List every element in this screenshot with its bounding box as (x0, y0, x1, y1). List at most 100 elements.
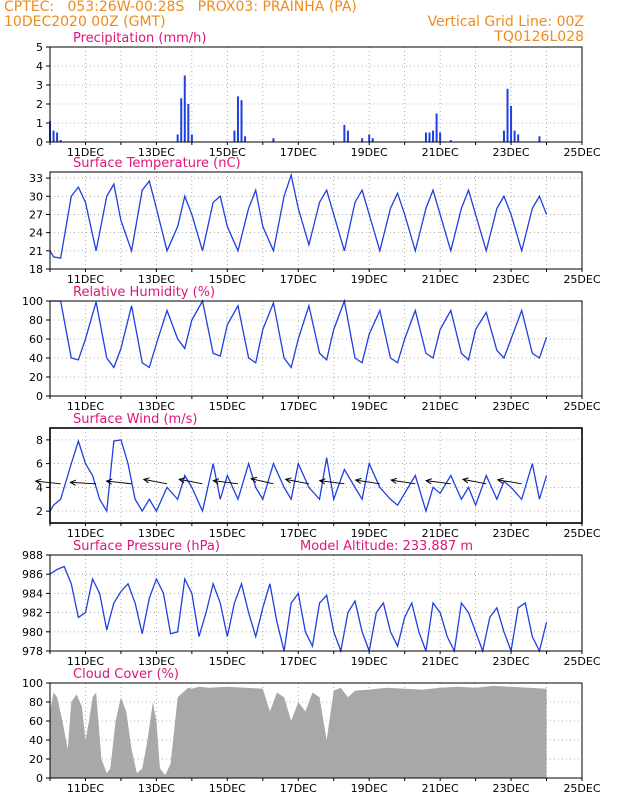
pressure-panel (46, 554, 583, 654)
precip-y-tick-label: 0 (36, 136, 43, 149)
precip-x-tick-label: 19DEC (351, 146, 388, 159)
wind-x-tick-label: 19DEC (351, 527, 388, 540)
wind-arrow (461, 477, 487, 485)
precip-bar (432, 130, 435, 142)
wind-x-tick-label: 13DEC (138, 527, 175, 540)
rh-y-tick-label: 100 (22, 295, 43, 308)
vertical-grid-note: Vertical Grid Line: 00Z (427, 14, 584, 30)
station-header: CPTEC: 053:26W-00:28S PROX03: PRAINHA (P… (4, 0, 357, 15)
cloud-cover-area (50, 685, 547, 778)
precip-bar (510, 105, 513, 142)
precip-bar (272, 138, 275, 142)
cloud-frame (49, 682, 583, 779)
cloud-y-tick-label: 100 (22, 677, 43, 690)
rh-y-tick-label: 20 (29, 371, 43, 384)
cloud-x-tick-label: 25DEC (563, 782, 600, 795)
wind-arrow (318, 478, 345, 485)
rh-frame (49, 300, 583, 397)
rh-y-tick-label: 0 (36, 390, 43, 403)
precip-bar (424, 132, 427, 142)
precip-bar (502, 130, 505, 142)
wind-x-tick-label: 15DEC (209, 527, 246, 540)
precip-bar (56, 132, 59, 142)
rh-x-tick-label: 17DEC (280, 400, 317, 413)
cloud-x-tick-label: 19DEC (351, 782, 388, 795)
cloud-y-tick-label: 20 (29, 753, 43, 766)
cloud-y-tick-label: 80 (29, 696, 43, 709)
wind-x-tick-label: 17DEC (280, 527, 317, 540)
wind-arrow (69, 479, 97, 486)
precip-y-tick-label: 4 (36, 60, 43, 73)
pressure-x-tick-label: 11DEC (67, 655, 104, 668)
cloud-x-tick-label: 13DEC (138, 782, 175, 795)
temp-x-tick-label: 23DEC (493, 273, 530, 286)
model-id: TQ0126L028 (494, 29, 584, 45)
precip-y-tick-label: 3 (36, 79, 43, 92)
temp-x-tick-label: 17DEC (280, 273, 317, 286)
rh-title: Relative Humidity (%) (73, 285, 215, 300)
precip-bar (187, 104, 190, 142)
pressure-y-tick-label: 980 (22, 626, 43, 639)
rh-x-tick-label: 13DEC (138, 400, 175, 413)
wind-arrow (424, 478, 451, 485)
rh-y-tick-label: 80 (29, 314, 43, 327)
rh-x-tick-label: 25DEC (563, 400, 600, 413)
temp-panel (46, 171, 583, 272)
precip-bar (183, 75, 186, 142)
wind-x-tick-label: 11DEC (67, 527, 104, 540)
pressure-title: Surface Pressure (hPa) (73, 539, 220, 554)
temp-y-tick-label: 30 (29, 190, 43, 203)
precip-y-tick-label: 5 (36, 41, 43, 54)
precip-bar (236, 96, 239, 142)
precip-x-tick-label: 23DEC (493, 146, 530, 159)
precip-bar (361, 138, 364, 142)
pressure-x-tick-label: 25DEC (563, 655, 600, 668)
wind-y-tick-label: 6 (36, 458, 43, 471)
precip-x-tick-label: 25DEC (563, 146, 600, 159)
precip-bar (449, 140, 452, 142)
wind-x-tick-label: 23DEC (493, 527, 530, 540)
temp-y-tick-label: 21 (29, 245, 43, 258)
wind-arrow (105, 478, 132, 485)
precip-bar (538, 136, 541, 142)
precip-bar (506, 88, 509, 142)
pressure-y-tick-label: 988 (22, 549, 43, 562)
wind-arrow (34, 478, 61, 485)
rh-y-tick-label: 60 (29, 333, 43, 346)
precip-bar (52, 130, 55, 142)
precip-bar (517, 134, 520, 142)
cloud-y-tick-label: 40 (29, 734, 43, 747)
precip-y-tick-label: 1 (36, 117, 43, 130)
temp-x-tick-label: 25DEC (563, 273, 600, 286)
precip-title: Precipitation (mm/h) (73, 31, 206, 46)
precip-bar (346, 130, 349, 142)
rh-y-tick-label: 40 (29, 352, 43, 365)
temp-frame (49, 171, 583, 270)
temp-x-tick-label: 13DEC (138, 273, 175, 286)
pressure-x-tick-label: 15DEC (209, 655, 246, 668)
wind-line (49, 438, 548, 514)
wind-panel (34, 427, 583, 526)
precip-bar (176, 134, 179, 142)
wind-arrow (212, 478, 239, 485)
rh-x-tick-label: 21DEC (422, 400, 459, 413)
wind-frame (49, 427, 583, 524)
run-date: 10DEC2020 00Z (GMT) (4, 14, 166, 30)
wind-title: Surface Wind (m/s) (73, 412, 197, 427)
precip-bar (435, 113, 438, 142)
precip-bar (439, 132, 442, 142)
wind-y-tick-label: 2 (36, 505, 43, 518)
cloud-title: Cloud Cover (%) (73, 667, 179, 682)
wind-arrow (496, 477, 522, 485)
rh-x-tick-label: 15DEC (209, 400, 246, 413)
wind-arrow (142, 477, 168, 485)
precip-bar (371, 138, 374, 142)
pressure-line (49, 565, 548, 654)
precip-x-tick-label: 15DEC (209, 146, 246, 159)
temp-y-tick-label: 27 (29, 208, 43, 221)
rh-panel (46, 298, 583, 399)
wind-y-tick-label: 8 (36, 434, 43, 447)
precip-bar (240, 100, 243, 142)
pressure-y-tick-label: 982 (22, 607, 43, 620)
